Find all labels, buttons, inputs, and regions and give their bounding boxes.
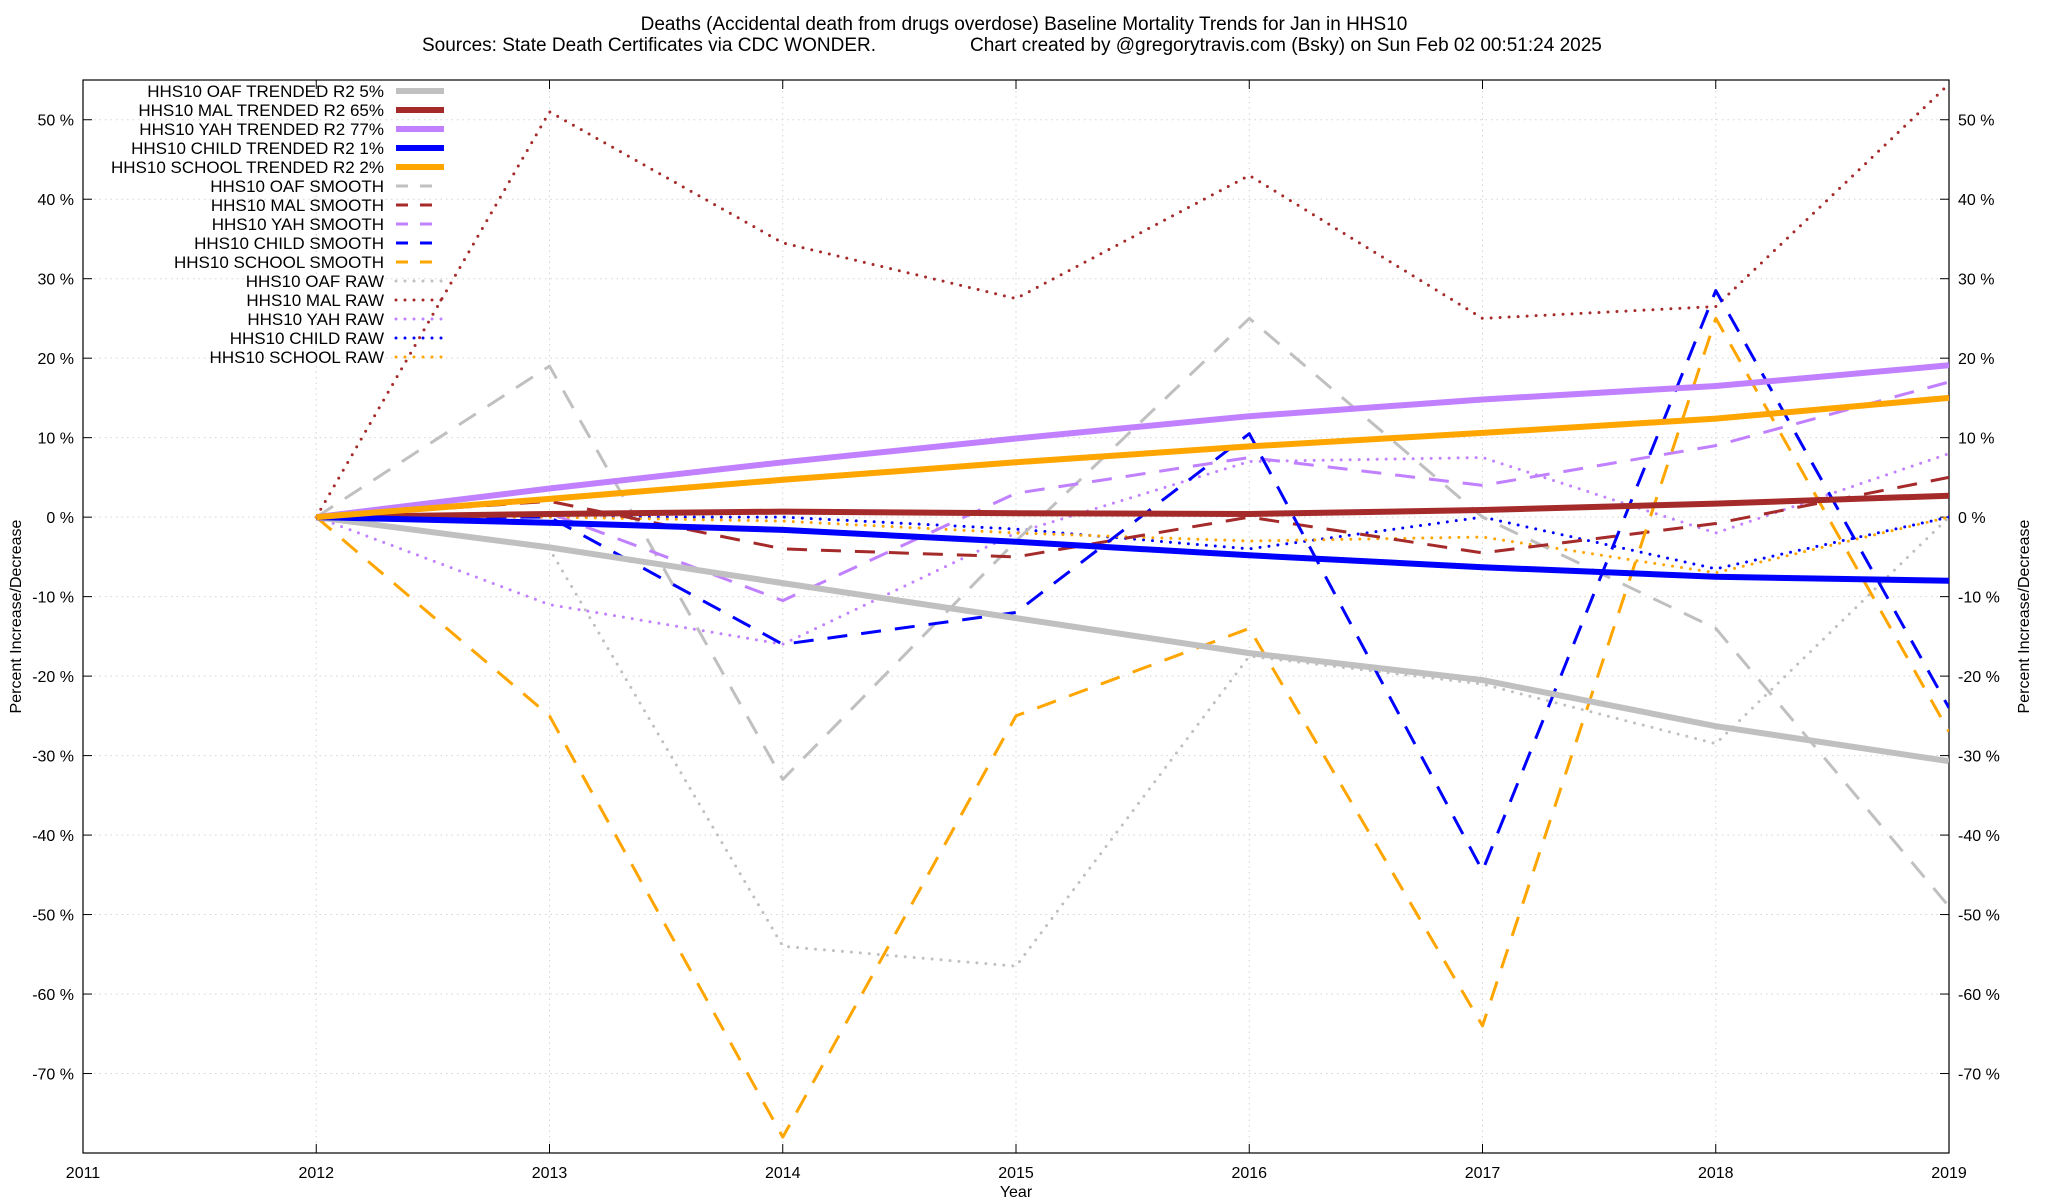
series-line-hhs10-school-trended-r2-2 [316,394,1949,521]
chart-credit: Chart created by @gregorytravis.com (Bsk… [970,35,1602,56]
y-tick-label: 50 % [38,113,74,130]
series-line-hhs10-school-smooth [315,316,1949,1139]
series-line-hhs10-mal-smooth [316,475,1949,559]
y-tick-label: -20 % [32,669,74,686]
y2-tick-label: -30 % [1958,749,2000,766]
legend-entry-label: HHS10 SCHOOL TRENDED R2 2% [111,158,384,177]
y2-tick-label: -10 % [1958,590,2000,607]
y-tick-label: 40 % [38,192,74,209]
y2-tick-label: 0 % [1958,510,1986,527]
legend-entry-label: HHS10 YAH SMOOTH [212,215,384,234]
legend-entry-label: HHS10 CHILD SMOOTH [194,234,384,253]
x-tick-label: 2017 [1465,1165,1501,1182]
x-tick-label: 2016 [1231,1165,1267,1182]
legend-entry-label: HHS10 SCHOOL RAW [210,348,384,367]
axes: 50 % 50 % 40 % 40 % 30 % 30 % 20 % 20 % 10 % 10 %… [32,80,2000,1182]
y-tick-label: 20 % [38,351,74,368]
legend-entry-label: HHS10 CHILD TRENDED R2 1% [131,139,384,158]
legend-entry-label: HHS10 MAL TRENDED R2 65% [138,101,384,120]
series-line-hhs10-child-raw [314,515,1949,571]
y2-tick-label: 50 % [1958,113,1994,130]
x-tick-label: 2014 [765,1165,801,1182]
x-tick-label: 2015 [998,1165,1034,1182]
y-tick-label: -50 % [32,908,74,925]
y2-tick-label: 20 % [1958,351,1994,368]
x-axis-label: Year [1000,1184,1033,1200]
y-tick-label: -30 % [32,749,74,766]
series-line-hhs10-mal-raw [314,82,1949,519]
y-tick-label: -10 % [32,590,74,607]
legend-entry-label: HHS10 OAF TRENDED R2 5% [147,82,384,101]
series-line-hhs10-oaf-smooth [315,316,1949,908]
series-line-hhs10-yah-trended-r2-77 [315,362,1949,521]
y2-tick-label: 30 % [1958,272,1994,289]
series-line-hhs10-yah-smooth [316,380,1949,603]
y2-tick-label: -70 % [1958,1067,2000,1084]
y-tick-label: 10 % [38,431,74,448]
legend-entry-label: HHS10 YAH TRENDED R2 77% [139,120,384,139]
y2-tick-label: 40 % [1958,192,1994,209]
y-tick-label: 0 % [46,510,74,527]
legend: HHS10 OAF TRENDED R2 5%HHS10 MAL TRENDED… [111,82,446,367]
series-layer [314,82,1949,1139]
series-line-hhs10-mal-trended-r2-65 [316,492,1949,521]
legend-entry-label: HHS10 OAF RAW [246,272,384,291]
y-tick-label: -40 % [32,828,74,845]
series-line-hhs10-oaf-trended-r2-5 [315,514,1949,765]
y2-tick-label: -40 % [1958,828,2000,845]
x-tick-label: 2013 [532,1165,568,1182]
y-axis-label: Percent Increase/Decrease [8,519,25,713]
y-tick-label: -70 % [32,1067,74,1084]
series-line-hhs10-child-trended-r2-1 [316,514,1949,584]
y2-tick-label: 10 % [1958,431,1994,448]
chart-source: Sources: State Death Certificates via CD… [422,35,876,56]
y2-tick-label: -50 % [1958,908,2000,925]
y2-axis-label: Percent Increase/Decrease [2016,519,2033,713]
chart-title: Deaths (Accidental death from drugs over… [641,14,1408,35]
x-tick-label: 2011 [66,1165,101,1182]
y-tick-label: 30 % [38,272,74,289]
series-line-hhs10-child-smooth [316,289,1949,873]
legend-entry-label: HHS10 MAL RAW [246,291,384,310]
y2-tick-label: -60 % [1958,987,2000,1004]
legend-entry-label: HHS10 YAH RAW [247,310,384,329]
x-tick-label: 2012 [298,1165,334,1182]
legend-entry-label: HHS10 CHILD RAW [230,329,384,348]
y-tick-label: -60 % [32,987,74,1004]
x-tick-label: 2018 [1698,1165,1734,1182]
legend-entry-label: HHS10 SCHOOL SMOOTH [174,253,384,272]
legend-entry-label: HHS10 OAF SMOOTH [210,177,384,196]
series-line-hhs10-oaf-raw [314,515,1949,968]
x-tick-label: 2019 [1931,1165,1967,1182]
legend-entry-label: HHS10 MAL SMOOTH [211,196,384,215]
y2-tick-label: -20 % [1958,669,2000,686]
series-line-hhs10-yah-raw [314,452,1949,646]
